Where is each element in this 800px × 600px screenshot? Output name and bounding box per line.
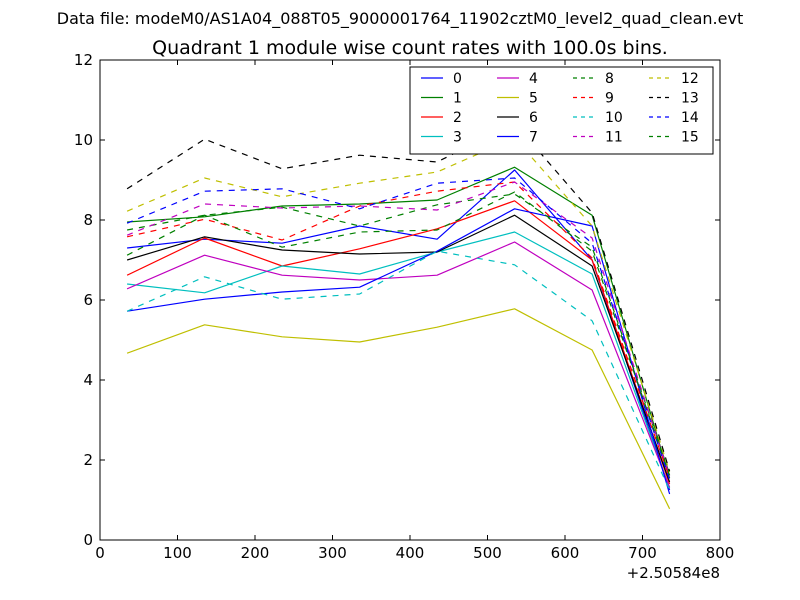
series-line-11 <box>126 181 671 477</box>
legend-label-13: 13 <box>681 91 699 107</box>
legend-label-12: 12 <box>681 71 699 87</box>
series-line-0 <box>127 169 671 491</box>
x-tick-label: 0 <box>95 544 105 562</box>
y-tick-label: 4 <box>83 371 93 389</box>
x-tick-label: 100 <box>163 544 192 562</box>
legend-label-15: 15 <box>681 130 699 146</box>
series-line-12 <box>126 137 671 473</box>
legend-label-10: 10 <box>605 110 623 126</box>
series-line-13 <box>126 122 671 472</box>
series-line-5 <box>126 308 671 510</box>
series-line-1 <box>127 166 671 479</box>
series-line-3 <box>127 231 671 489</box>
y-tick-label: 0 <box>83 531 93 549</box>
legend-label-14: 14 <box>681 110 699 126</box>
series-layer <box>126 122 671 510</box>
plot-frame <box>99 59 721 541</box>
legend-label-6: 6 <box>529 110 538 126</box>
figure-suptitle: Data file: modeM0/AS1A04_088T05_90000017… <box>57 9 743 29</box>
x-tick-label: 700 <box>628 544 657 562</box>
x-tick-label: 600 <box>551 544 580 562</box>
legend-label-9: 9 <box>605 91 614 107</box>
series-line-14 <box>126 177 671 481</box>
y-tick-label: 6 <box>83 291 93 309</box>
chart-title: Quadrant 1 module wise count rates with … <box>152 37 668 59</box>
x-tick-label: 800 <box>706 544 735 562</box>
series-line-7 <box>127 208 671 495</box>
legend-label-11: 11 <box>605 130 623 146</box>
legend-label-1: 1 <box>453 91 462 107</box>
series-line-4 <box>126 241 671 488</box>
legend-label-4: 4 <box>529 71 538 87</box>
x-tick-label: 300 <box>318 544 347 562</box>
series-line-10 <box>126 250 671 491</box>
x-tick-label: 500 <box>473 544 502 562</box>
x-tick-label: 200 <box>241 544 270 562</box>
legend-label-8: 8 <box>605 71 614 87</box>
x-tick-label: 400 <box>396 544 425 562</box>
series-line-15 <box>126 191 671 476</box>
series-line-6 <box>126 214 671 483</box>
legend-label-5: 5 <box>529 91 538 107</box>
legend-label-2: 2 <box>453 110 462 126</box>
legend-box <box>409 66 714 155</box>
y-tick-label: 2 <box>83 451 93 469</box>
legend-label-0: 0 <box>453 71 462 87</box>
y-tick-label: 8 <box>83 211 93 229</box>
y-tick-label: 12 <box>74 51 93 69</box>
series-line-2 <box>126 200 671 485</box>
legend-label-3: 3 <box>453 130 462 146</box>
x-offset-text: +2.50584e8 <box>627 564 720 582</box>
series-line-8 <box>126 193 671 475</box>
legend-label-7: 7 <box>529 130 538 146</box>
y-tick-label: 10 <box>74 131 93 149</box>
